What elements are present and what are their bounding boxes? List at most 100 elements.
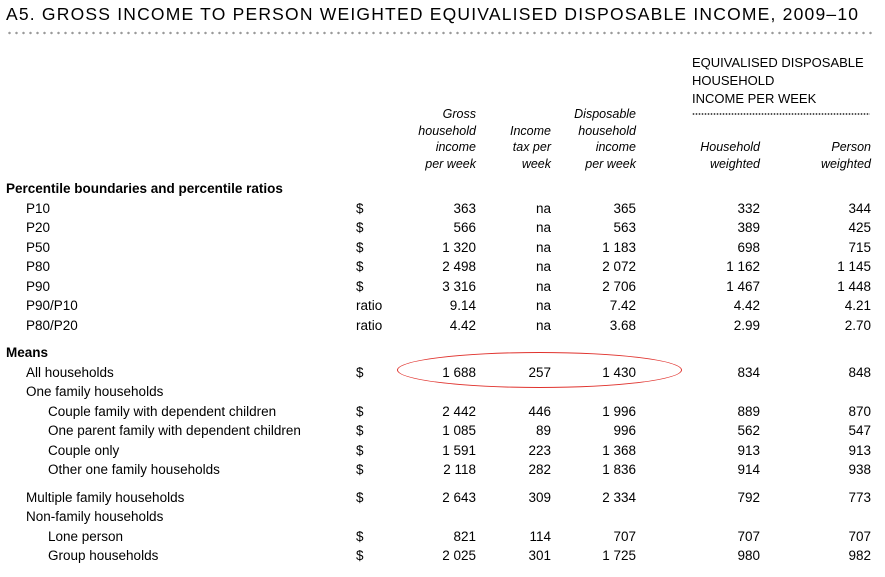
cell-person-weighted: 707 — [848, 528, 871, 544]
row-label: One family households — [26, 384, 164, 399]
cell-person-weighted: 848 — [848, 364, 871, 380]
row-label: All households — [26, 364, 114, 380]
cell-disposable: 996 — [613, 423, 636, 438]
group-header-line: INCOME PER WEEK — [692, 91, 817, 106]
row-label: Lone person — [48, 528, 124, 544]
cell-tax: 282 — [528, 462, 551, 477]
cell-gross: 566 — [453, 220, 476, 235]
table-row: P80/P20 ratio 4.42 na 3.68 2.99 2.70 — [0, 316, 885, 335]
cell-household-weighted: 389 — [737, 220, 760, 235]
cell-gross: 2 643 — [442, 489, 476, 505]
cell-disposable: 2 706 — [602, 278, 636, 294]
cell-person-weighted: 344 — [848, 200, 871, 216]
column-header-gross-income: Gross household income per week — [418, 106, 476, 172]
cell-gross: 3 316 — [442, 278, 476, 294]
cell-tax: na — [535, 220, 551, 235]
row-label: P50 — [26, 239, 51, 255]
row-label: P20 — [26, 220, 51, 235]
row-unit: $ — [356, 548, 364, 563]
cell-gross: 2 498 — [442, 259, 476, 274]
row-label: Other one family households — [48, 462, 220, 477]
row-label: P90 — [26, 278, 51, 294]
header-line: household — [578, 123, 636, 138]
row-label: Multiple family households — [26, 489, 185, 505]
cell-disposable: 1 996 — [602, 403, 636, 419]
section-heading-percentiles: Percentile boundaries and percentile rat… — [6, 181, 283, 196]
cell-disposable: 2 072 — [602, 259, 636, 274]
cell-gross: 363 — [453, 200, 476, 216]
cell-household-weighted: 1 467 — [726, 278, 760, 294]
cell-person-weighted: 547 — [848, 423, 871, 438]
table-row: Group households $ 2 025 301 1 725 980 9… — [0, 546, 885, 565]
cell-household-weighted: 2.99 — [733, 317, 760, 333]
table-row: Multiple family households $ 2 643 309 2… — [0, 488, 885, 507]
table-row: P90 $ 3 316 na 2 706 1 467 1 448 — [0, 277, 885, 296]
row-label: P90/P10 — [26, 298, 78, 313]
cell-tax: na — [535, 239, 551, 255]
cell-disposable: 707 — [613, 528, 636, 544]
cell-person-weighted: 1 145 — [837, 259, 871, 274]
cell-tax: na — [535, 298, 551, 313]
cell-disposable: 563 — [613, 220, 636, 235]
header-line: per week — [425, 156, 476, 171]
row-unit: ratio — [356, 317, 383, 333]
column-header-person-weighted: Person weighted — [821, 139, 871, 172]
row-unit: $ — [356, 528, 364, 544]
row-unit: $ — [356, 423, 364, 438]
row-label: Couple only — [48, 442, 120, 458]
header-line: income — [435, 140, 476, 154]
table-row: One parent family with dependent childre… — [0, 421, 885, 440]
table-row: Other one family households $ 2 118 282 … — [0, 460, 885, 479]
table-row: P50 $ 1 320 na 1 183 698 715 — [0, 238, 885, 257]
row-unit: $ — [356, 364, 364, 380]
row-label: P80/P20 — [26, 317, 78, 333]
group-header-rule — [692, 113, 870, 115]
header-line: weighted — [709, 156, 760, 171]
row-label: Couple family with dependent children — [48, 403, 277, 419]
cell-tax: na — [535, 278, 551, 294]
header-line: weighted — [820, 156, 871, 171]
cell-person-weighted: 1 448 — [837, 278, 871, 294]
cell-disposable: 1 183 — [602, 239, 636, 255]
row-label: Non-family households — [26, 509, 164, 524]
cell-person-weighted: 773 — [848, 489, 871, 505]
cell-disposable: 1 725 — [602, 548, 636, 563]
section-heading-means: Means — [6, 345, 49, 360]
header-line: Income — [510, 123, 551, 138]
cell-gross: 2 025 — [442, 548, 476, 563]
section-heading-row: Means — [0, 343, 885, 362]
cell-disposable: 1 368 — [602, 442, 636, 458]
header-line: Household — [700, 140, 760, 154]
cell-gross: 4.42 — [449, 317, 476, 333]
group-header-line: EQUIVALISED DISPOSABLE — [692, 55, 864, 70]
table-row: Couple family with dependent children $ … — [0, 402, 885, 421]
cell-household-weighted: 792 — [737, 489, 760, 505]
row-unit: $ — [356, 489, 364, 505]
table-row: Lone person $ 821 114 707 707 707 — [0, 527, 885, 546]
row-unit: $ — [356, 220, 364, 235]
title-divider — [6, 31, 876, 35]
group-header-line: HOUSEHOLD — [692, 73, 775, 88]
equivalised-group-header: EQUIVALISED DISPOSABLE HOUSEHOLD INCOME … — [692, 54, 872, 108]
cell-household-weighted: 1 162 — [726, 259, 760, 274]
cell-household-weighted: 4.42 — [733, 298, 760, 313]
table-row: P80 $ 2 498 na 2 072 1 162 1 145 — [0, 257, 885, 276]
cell-gross: 821 — [453, 528, 476, 544]
cell-household-weighted: 914 — [737, 462, 760, 477]
column-header-income-tax: Income tax per week — [510, 123, 551, 173]
cell-household-weighted: 332 — [737, 200, 760, 216]
cell-person-weighted: 870 — [848, 403, 871, 419]
header-line: Disposable — [574, 107, 636, 121]
cell-disposable: 2 334 — [602, 489, 636, 505]
header-line: per week — [585, 156, 636, 171]
cell-disposable: 3.68 — [609, 317, 636, 333]
cell-disposable: 7.42 — [609, 298, 636, 313]
table-row: P20 $ 566 na 563 389 425 — [0, 218, 885, 237]
cell-gross: 9.14 — [449, 298, 476, 313]
header-line: week — [521, 156, 551, 171]
highlight-ellipse — [397, 352, 682, 388]
table-title: A5. GROSS INCOME TO PERSON WEIGHTED EQUI… — [6, 4, 860, 24]
cell-person-weighted: 4.21 — [844, 298, 871, 313]
cell-tax: na — [535, 200, 551, 216]
cell-tax: na — [535, 317, 551, 333]
